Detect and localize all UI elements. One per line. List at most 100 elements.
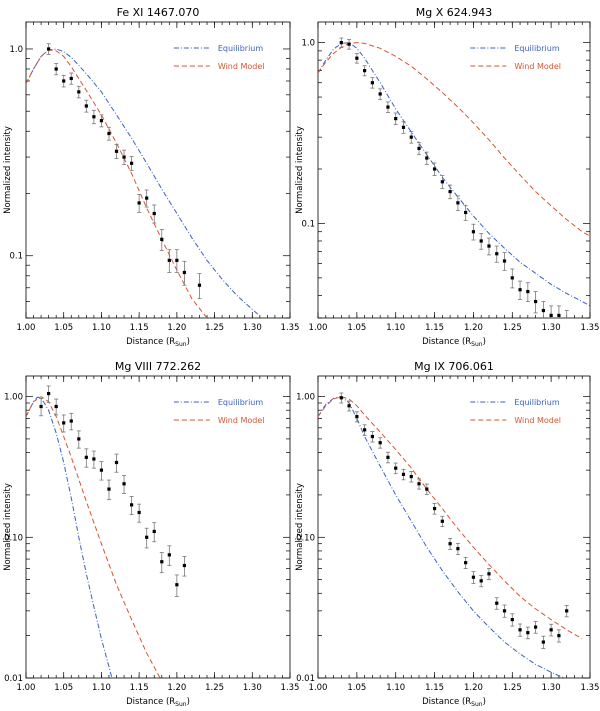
data-point	[84, 455, 88, 459]
x-tick-label: 1.20	[167, 323, 186, 333]
data-point	[152, 529, 156, 534]
data-point	[47, 47, 51, 51]
data-point	[54, 67, 58, 71]
data-point	[471, 575, 476, 579]
plot-area	[26, 385, 187, 678]
data-point	[464, 561, 468, 565]
data-point	[182, 563, 186, 568]
data-point	[370, 434, 374, 439]
x-tick-label: 1.00	[17, 683, 36, 693]
data-point	[145, 535, 149, 539]
data-point	[363, 69, 367, 73]
data-point	[114, 149, 119, 153]
wind-model-curve	[318, 42, 590, 237]
chart-title: Mg VIII 772.262	[115, 360, 201, 373]
data-point	[534, 299, 538, 304]
legend-label: Wind Model	[514, 62, 561, 71]
data-point	[487, 244, 491, 248]
data-point	[122, 482, 126, 486]
x-tick-label: 1.15	[425, 323, 444, 333]
data-point	[565, 319, 568, 322]
data-point	[107, 131, 111, 136]
x-tick-label: 1.35	[281, 323, 300, 333]
data-point	[495, 252, 499, 256]
data-point	[182, 270, 186, 275]
y-axis-label: Normalized intensity	[3, 126, 13, 214]
legend-label: Equilibrium	[514, 398, 560, 407]
data-point	[130, 161, 134, 165]
data-point	[69, 419, 73, 423]
data-point	[145, 196, 149, 200]
x-tick-label: 1.05	[347, 683, 366, 693]
data-point	[77, 90, 81, 94]
data-point	[541, 308, 545, 313]
data-point	[347, 42, 351, 46]
data-point	[417, 146, 421, 151]
x-tick-label: 1.25	[503, 683, 522, 693]
x-tick-label: 1.05	[54, 683, 73, 693]
panel-mg-viii: Mg VIII 772.262 1.00 1.05 1.10 1.15 1.20 1.25 1…	[3, 360, 299, 708]
data-point	[518, 288, 522, 292]
data-point	[137, 510, 141, 515]
x-axis-label-subscript: Sun	[471, 341, 483, 348]
x-axis-label-subscript: Sun	[175, 341, 187, 348]
x-axis-label-prefix: Distance (R	[126, 697, 175, 707]
data-point	[425, 156, 429, 160]
data-point	[92, 457, 96, 461]
wind-model-curve	[26, 49, 208, 318]
y-tick-label: 0.01	[296, 674, 315, 684]
equilibrium-curve	[318, 396, 566, 678]
x-axis-label-suffix: )	[483, 337, 486, 347]
data-point	[479, 239, 483, 243]
data-point	[479, 579, 483, 583]
data-point	[549, 313, 553, 318]
data-point	[152, 211, 156, 216]
data-point	[137, 201, 141, 205]
wind-model-curve	[26, 395, 161, 678]
x-axis-label: Distance (RSun)	[126, 337, 190, 348]
data-point	[122, 155, 126, 159]
panel-mg-x: Mg X 624.943 1.00 1.05 1.10 1.15 1.20 1.25 1.30…	[295, 6, 599, 348]
x-tick-label: 1.35	[281, 683, 300, 693]
data-point	[99, 119, 104, 123]
x-tick-label: 1.05	[54, 323, 73, 333]
y-tick-label: 0.10	[4, 533, 23, 543]
data-point	[339, 41, 343, 45]
equilibrium-curve	[318, 42, 590, 307]
data-point	[425, 487, 429, 491]
data-point	[401, 125, 406, 129]
x-tick-label: 1.05	[347, 323, 366, 333]
x-axis-label-subscript: Sun	[175, 701, 187, 708]
y-axis-label: Normalized intensity	[3, 483, 13, 571]
data-point	[175, 583, 179, 587]
wind-model-curve	[318, 396, 583, 640]
data-point	[394, 466, 398, 470]
legend-label: Equilibrium	[218, 398, 264, 407]
data-point	[62, 79, 66, 83]
data-point	[456, 547, 460, 551]
data-point	[502, 609, 507, 613]
x-axis-label-prefix: Distance (R	[422, 337, 471, 347]
data-point	[432, 167, 437, 171]
x-tick-label: 1.35	[581, 683, 600, 693]
y-tick-label: 1.0	[301, 39, 315, 49]
panel-fe-xi: Fe XI 1467.070 1.00 1.05 1.10 1.15 1.20 1.25 1.…	[3, 6, 299, 348]
plot-area	[318, 37, 590, 322]
equilibrium-curve	[26, 396, 113, 678]
data-point	[534, 625, 538, 629]
data-point	[167, 258, 171, 262]
plot-frame	[25, 375, 291, 679]
x-tick-label: 1.20	[167, 683, 186, 693]
x-axis-label: Distance (RSun)	[422, 337, 486, 348]
data-point	[39, 404, 43, 409]
data-point	[175, 258, 179, 262]
data-point	[409, 474, 413, 479]
x-tick-label: 1.00	[17, 323, 36, 333]
x-axis-label-subscript: Sun	[471, 701, 483, 708]
plot-frame	[317, 21, 591, 319]
data-point	[130, 503, 134, 507]
data-point	[510, 276, 514, 280]
data-point	[160, 237, 164, 241]
x-tick-label: 1.25	[503, 323, 522, 333]
